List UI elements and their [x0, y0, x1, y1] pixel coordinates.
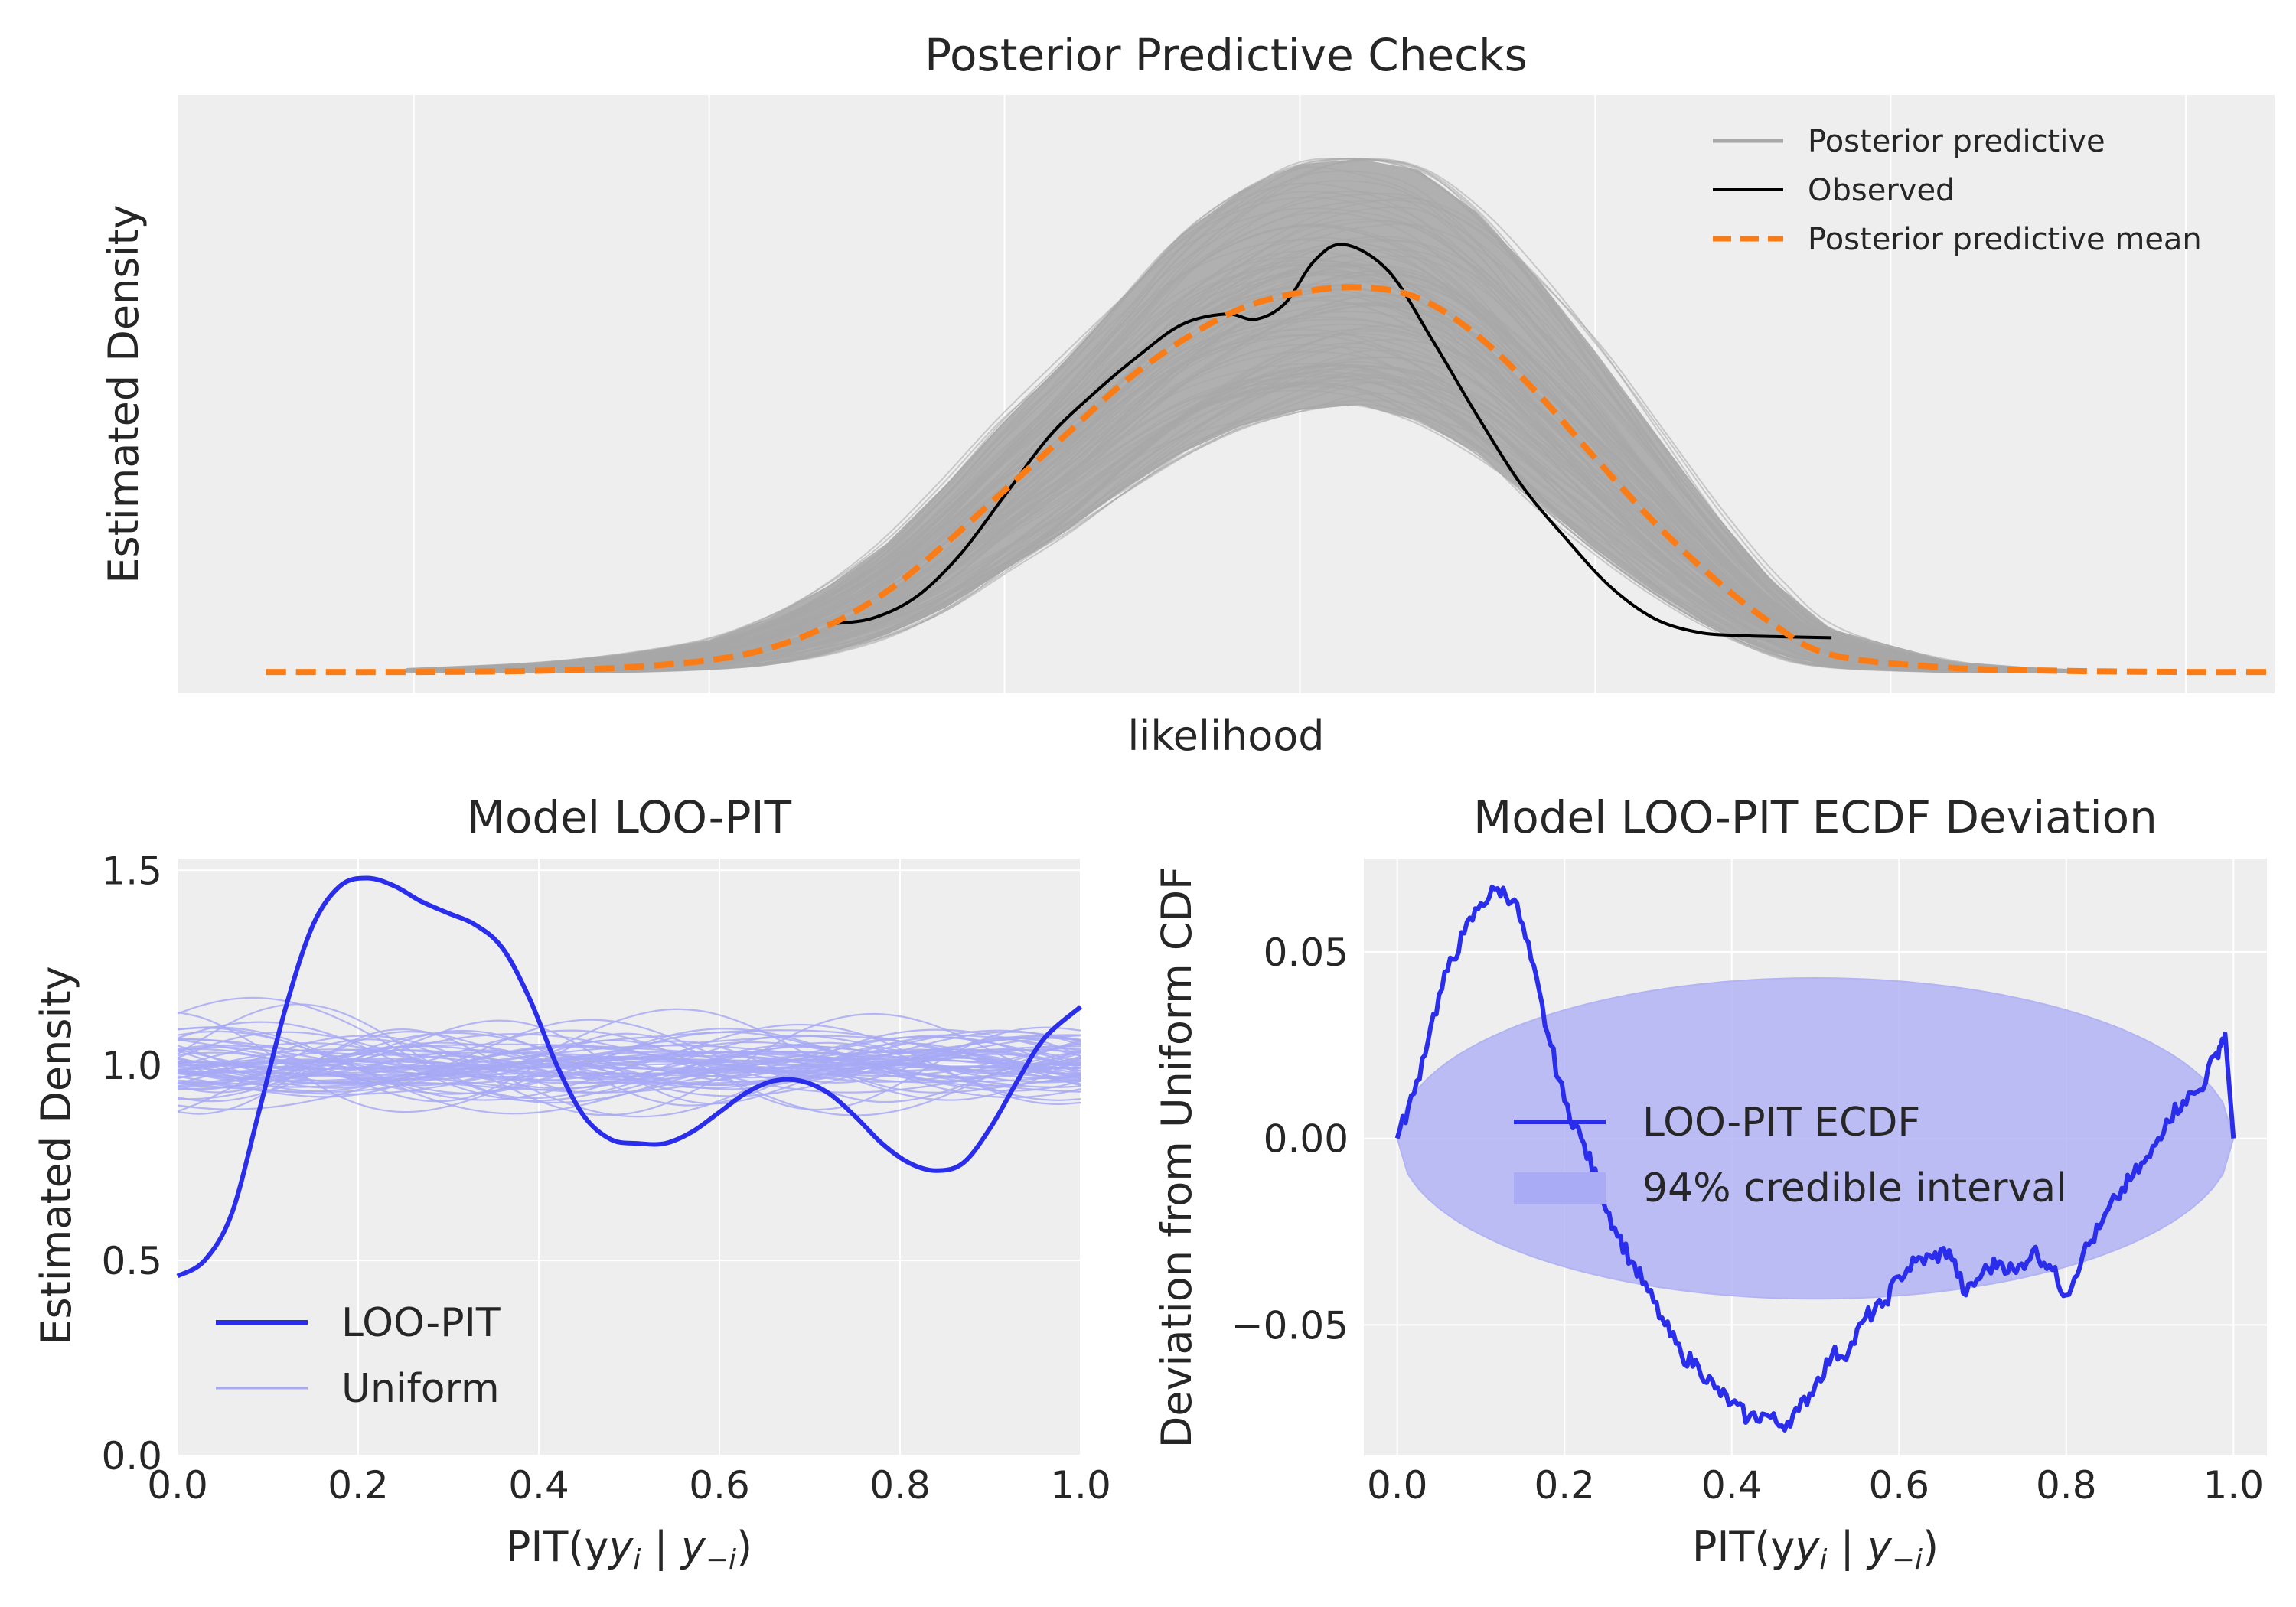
posterior-predictive-draw — [411, 238, 2066, 672]
uniform-draw — [177, 996, 1081, 1104]
legend-label-loo-pit: LOO-PIT — [341, 1300, 501, 1346]
posterior-predictive-draw — [403, 305, 2058, 673]
legend-swatch-interval — [1514, 1172, 1606, 1204]
x-tick-label: 0.6 — [1868, 1463, 1929, 1508]
uniform-draw — [177, 1031, 1081, 1093]
x-tick-label: 0.4 — [1701, 1463, 1763, 1508]
uniform-draw — [177, 1058, 1081, 1073]
legend-label-interval: 94% credible interval — [1642, 1165, 2067, 1211]
posterior-predictive-panel: Posterior Predictive Checks likelihood E… — [99, 29, 2275, 760]
y-tick-label: 0.5 — [101, 1239, 162, 1283]
loo-pit-legend: LOO-PIT Uniform — [216, 1300, 501, 1412]
posterior-predictive-draw — [408, 302, 2063, 672]
y-tick-label: −0.05 — [1231, 1303, 1349, 1348]
uniform-draw — [177, 1048, 1081, 1085]
posterior-predictive-draw — [419, 392, 2074, 673]
y-tick-label: 0.05 — [1264, 931, 1349, 975]
posterior-predictive-draw — [415, 191, 2069, 671]
x-tick-label: 1.0 — [2203, 1463, 2265, 1508]
y-tick-label: 1.0 — [101, 1044, 162, 1088]
uniform-draw — [177, 1045, 1081, 1093]
x-tick-label: 0.0 — [1367, 1463, 1428, 1508]
legend-label-posterior-predictive: Posterior predictive — [1808, 124, 2105, 159]
legend-label-observed: Observed — [1808, 173, 1955, 208]
loo-pit-line — [176, 875, 1082, 1279]
loo-pit-x-axis-label: PIT(yyi | y−i) — [506, 1523, 752, 1576]
x-tick-label: 0.2 — [1534, 1463, 1595, 1508]
ecdf-legend: LOO-PIT ECDF 94% credible interval — [1514, 1100, 2067, 1211]
x-tick-label: 0.6 — [689, 1463, 750, 1508]
loo-pit-y-axis-label: Estimated Density — [32, 966, 80, 1345]
ecdf-y-axis-label: Deviation from Uniform CDF — [1153, 866, 1201, 1448]
uniform-draw — [177, 1026, 1081, 1111]
plot-area — [178, 859, 1081, 1455]
ecdf-x-axis-label: PIT(yyi | y−i) — [1692, 1523, 1939, 1576]
y-tick-label: 0.0 — [101, 1434, 162, 1478]
top-y-axis-label: Estimated Density — [99, 204, 148, 583]
posterior-predictive-envelope — [413, 158, 2068, 673]
top-chart-title: Posterior Predictive Checks — [925, 29, 1528, 81]
uniform-draw — [177, 1028, 1081, 1094]
uniform-draw — [177, 1019, 1081, 1085]
uniform-draw — [177, 1031, 1081, 1099]
posterior-predictive-draw — [414, 158, 2069, 671]
pp-mean-line — [266, 284, 2275, 676]
posterior-predictive-draw — [406, 403, 2061, 673]
posterior-predictive-draw — [405, 207, 2060, 671]
legend-label-ecdf: LOO-PIT ECDF — [1642, 1100, 1920, 1146]
uniform-draw — [177, 1029, 1081, 1116]
ecdf-deviation-panel: 0.0 0.2 0.4 0.6 0.8 1.0 0.05 0.00 −0.05 Model LO… — [1153, 791, 2267, 1576]
uniform-draw — [177, 1029, 1081, 1078]
posterior-predictive-draw — [403, 303, 2058, 673]
top-legend: Posterior predictive Observed Posterior … — [1713, 124, 2202, 257]
ecdf-deviation-line — [1394, 885, 2236, 1433]
y-tick-label: 0.00 — [1264, 1117, 1349, 1162]
observed-line — [827, 243, 1832, 640]
y-tick-label: 1.5 — [101, 849, 162, 893]
uniform-draw — [177, 1032, 1081, 1103]
x-tick-label: 0.0 — [147, 1463, 208, 1508]
legend-label-pp-mean: Posterior predictive mean — [1808, 222, 2202, 257]
x-tick-label: 0.8 — [869, 1463, 931, 1508]
x-tick-label: 0.4 — [508, 1463, 569, 1508]
uniform-draw — [177, 1032, 1081, 1100]
x-tick-label: 0.2 — [328, 1463, 389, 1508]
posterior-predictive-draw — [408, 158, 2063, 671]
posterior-predictive-draw — [413, 273, 2067, 672]
uniform-draw — [177, 1028, 1081, 1115]
x-tick-label: 0.8 — [2036, 1463, 2097, 1508]
uniform-draw — [177, 1035, 1081, 1081]
legend-label-uniform: Uniform — [341, 1366, 500, 1412]
loo-pit-panel: 0.0 0.2 0.4 0.6 0.8 1.0 0.0 0.5 1.0 1.5 Model LOO… — [32, 791, 1111, 1576]
uniform-draw — [177, 1019, 1081, 1105]
loo-pit-title: Model LOO-PIT — [467, 791, 792, 843]
x-tick-label: 1.0 — [1050, 1463, 1111, 1508]
uniform-draw — [177, 1028, 1081, 1118]
top-x-axis-label: likelihood — [1127, 712, 1324, 760]
ecdf-title: Model LOO-PIT ECDF Deviation — [1473, 791, 2157, 843]
